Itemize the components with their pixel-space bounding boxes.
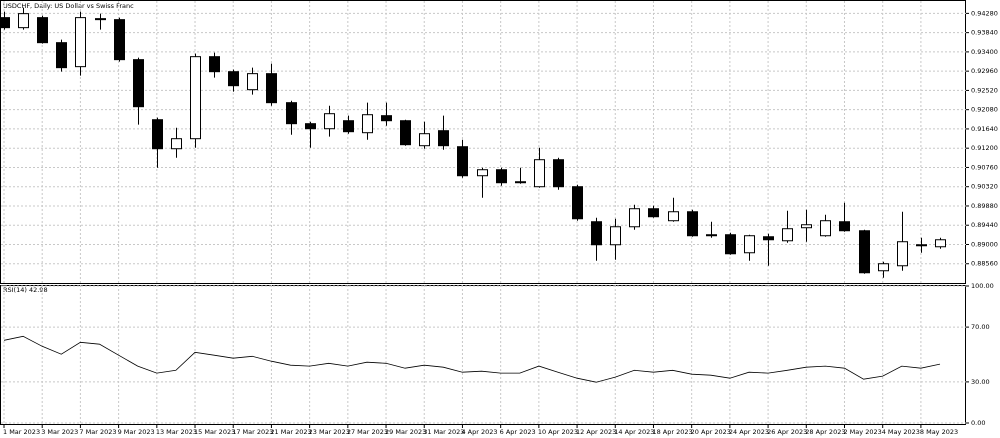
candle-body	[18, 13, 29, 29]
candle-body	[228, 71, 239, 87]
candle-body	[152, 119, 163, 150]
rsi-line	[3, 335, 941, 383]
x-tick-label: 15 Mar 2023	[194, 428, 235, 436]
candle-body	[324, 113, 335, 130]
y-tick-label: 0.91200	[971, 144, 998, 152]
x-tick-label: 7 Mar 2023	[79, 428, 116, 436]
candle-body	[286, 102, 297, 125]
y-tick-label: 0.92960	[971, 67, 998, 75]
y-tick-label: 0.89880	[971, 202, 998, 210]
x-tick-label: 4 May 2023	[882, 428, 920, 436]
candle-body	[477, 169, 488, 177]
candle-body	[839, 221, 850, 232]
x-tick-label: 28 Apr 2023	[805, 428, 845, 436]
candle-body	[133, 59, 144, 108]
candle-body	[56, 42, 67, 69]
candle-body	[419, 133, 430, 147]
candle-body	[247, 73, 258, 91]
candle-body	[438, 130, 449, 147]
y-tick-label: 0.90760	[971, 163, 998, 171]
candle-body	[457, 146, 468, 177]
x-tick-label: 14 Apr 2023	[614, 428, 654, 436]
x-tick-label: 17 Mar 2023	[232, 428, 273, 436]
y-tick-label: 0.92520	[971, 86, 998, 94]
x-tick-label: 31 Mar 2023	[423, 428, 464, 436]
y-tick-label: 0.94280	[971, 9, 998, 17]
x-tick-label: 26 Apr 2023	[767, 428, 807, 436]
candle-body	[343, 120, 354, 133]
candle-body	[362, 114, 373, 134]
candle-body	[572, 186, 583, 220]
candle-body	[114, 19, 125, 61]
x-tick-label: 18 Apr 2023	[652, 428, 692, 436]
candle-body	[534, 159, 545, 188]
candle-body	[381, 115, 392, 122]
rsi-title: RSI(14) 42.98	[3, 286, 48, 294]
x-tick-label: 9 Mar 2023	[118, 428, 155, 436]
y-tick-label: 0.89440	[971, 221, 998, 229]
candle-body	[801, 224, 812, 229]
candle-body	[648, 208, 659, 218]
x-tick-label: 1 Mar 2023	[3, 428, 40, 436]
x-tick-label: 4 Apr 2023	[461, 428, 497, 436]
candle-body	[668, 211, 679, 222]
y-tick-label: 0.93400	[971, 48, 998, 56]
y-tick-label: 0.90320	[971, 183, 998, 191]
candle-body	[190, 56, 201, 140]
candle-body	[0, 17, 10, 29]
candle-body	[897, 241, 908, 267]
y-tick-label: 100.00	[971, 282, 994, 290]
candle-body	[629, 208, 640, 228]
x-tick-label: 13 Mar 2023	[156, 428, 197, 436]
x-tick-label: 10 Apr 2023	[538, 428, 578, 436]
chart-title: USDCHF, Daily: US Dollar vs Swiss Franc	[3, 2, 134, 10]
candle-body	[37, 17, 48, 44]
y-tick-label: 30.00	[971, 378, 990, 386]
candle-body	[610, 226, 621, 246]
candle-body	[496, 169, 507, 184]
candle-body	[744, 235, 755, 254]
y-tick-label: 0.93840	[971, 29, 998, 37]
candle-body	[725, 234, 736, 255]
candle-body	[859, 230, 870, 274]
candle-body	[305, 123, 316, 130]
x-tick-label: 23 Mar 2023	[309, 428, 350, 436]
x-tick-label: 20 Apr 2023	[691, 428, 731, 436]
candle-body	[515, 181, 526, 184]
candle-body	[95, 18, 106, 21]
candle-body	[266, 73, 277, 104]
candle-body	[591, 221, 602, 246]
x-tick-label: 6 Apr 2023	[500, 428, 536, 436]
x-tick-label: 27 Mar 2023	[347, 428, 388, 436]
price-panel-frame	[0, 0, 966, 284]
candle-body	[75, 17, 86, 68]
y-tick-label: 0.91640	[971, 125, 998, 133]
candle-body	[687, 211, 698, 237]
candle-body	[209, 56, 220, 73]
x-tick-label: 29 Mar 2023	[385, 428, 426, 436]
candle-body	[935, 239, 946, 248]
y-tick-label: 0.92080	[971, 106, 998, 114]
candle-body	[400, 120, 411, 146]
x-tick-label: 3 Mar 2023	[41, 428, 78, 436]
candle-body	[820, 220, 831, 237]
y-tick-label: 0.88560	[971, 260, 998, 268]
x-tick-label: 21 Mar 2023	[270, 428, 311, 436]
candle-body	[553, 159, 564, 188]
x-tick-label: 2 May 2023	[843, 428, 881, 436]
y-tick-label: 0.89000	[971, 240, 998, 248]
candle-body	[916, 244, 927, 247]
y-tick-label: 0.00	[971, 419, 985, 427]
y-tick-label: 70.00	[971, 323, 990, 331]
candle-body	[878, 263, 889, 272]
x-tick-label: 8 May 2023	[920, 428, 958, 436]
candle-body	[706, 234, 717, 237]
rsi-panel-frame	[0, 285, 966, 425]
x-tick-label: 24 Apr 2023	[729, 428, 769, 436]
candle-body	[171, 138, 182, 150]
x-tick-label: 12 Apr 2023	[576, 428, 616, 436]
candle-body	[782, 228, 793, 242]
candle-body	[763, 236, 774, 241]
